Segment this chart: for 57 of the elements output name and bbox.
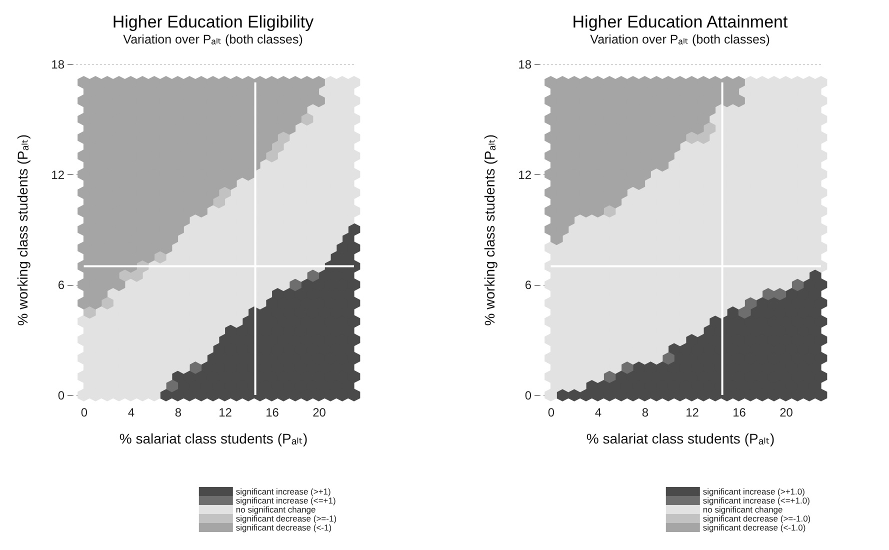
point [271,140,284,154]
x-tick-label: 8 [174,406,182,420]
legend-label: significant increase (<=+1) [236,496,336,506]
y-tick-label: 18 [518,58,532,72]
point [703,122,716,135]
x-axis-title: % salariat class students (Pₐₗₜ) [586,430,775,446]
chart-title: Higher Education Eligibility [112,12,314,32]
y-tick-label: 0 [58,388,65,402]
point [130,269,143,282]
legend-label: significant decrease (>=-1) [236,514,337,524]
point [166,379,178,392]
point [697,131,710,144]
legend-label: no significant change [236,504,316,514]
x-tick-label: 16 [732,406,746,420]
legend-label: significant decrease (<-1.0) [702,522,806,532]
x-tick-label: 20 [312,406,326,420]
x-tick-label: 0 [548,406,555,420]
point [277,131,290,144]
y-axis-title: % working class students (Pₐₗₜ) [482,134,498,326]
y-tick-label: 18 [51,58,65,72]
point [620,360,634,374]
x-tick-label: 4 [128,406,135,420]
y-tick-label: 6 [524,278,532,292]
x-tick-label: 12 [686,406,700,420]
point [300,112,314,126]
legend-label: significant decrease (>=-1.0) [702,514,811,524]
point [738,306,751,319]
y-tick-label: 6 [58,278,65,292]
point [101,296,114,310]
x-tick-label: 8 [642,406,649,420]
point [662,352,674,365]
x-tick-label: 0 [80,406,88,420]
legend-label: significant decrease (<-1) [236,522,332,532]
legend-label: significant increase (>+1) [236,486,332,496]
legend-label: significant increase (<=+1.0) [702,496,810,506]
y-tick-label: 12 [51,168,65,182]
y-tick-label: 0 [524,388,532,402]
legend-label: no significant change [702,504,784,514]
chart-subtitle: Variation over Pₐₗₜ (both classes) [590,32,770,46]
x-tick-label: 16 [266,406,280,420]
x-tick-label: 20 [780,406,794,420]
x-tick-label: 12 [218,406,232,420]
point [774,287,786,300]
y-tick-label: 12 [518,168,532,182]
x-axis-title: % salariat class students (Pₐₗₜ) [119,430,308,446]
x-tick-label: 4 [594,406,602,420]
legend-label: significant increase (>+1.0) [702,486,806,496]
point [266,150,278,162]
point [744,296,757,310]
chart-title: Higher Education Attainment [572,12,788,32]
chart-subtitle: Variation over Pₐₗₜ (both classes) [123,32,303,46]
point [218,186,231,200]
point [83,306,96,319]
point [603,370,616,384]
point [154,250,166,264]
point [603,204,616,218]
y-axis-title: % working class students (Pₐₗₜ) [14,134,30,326]
